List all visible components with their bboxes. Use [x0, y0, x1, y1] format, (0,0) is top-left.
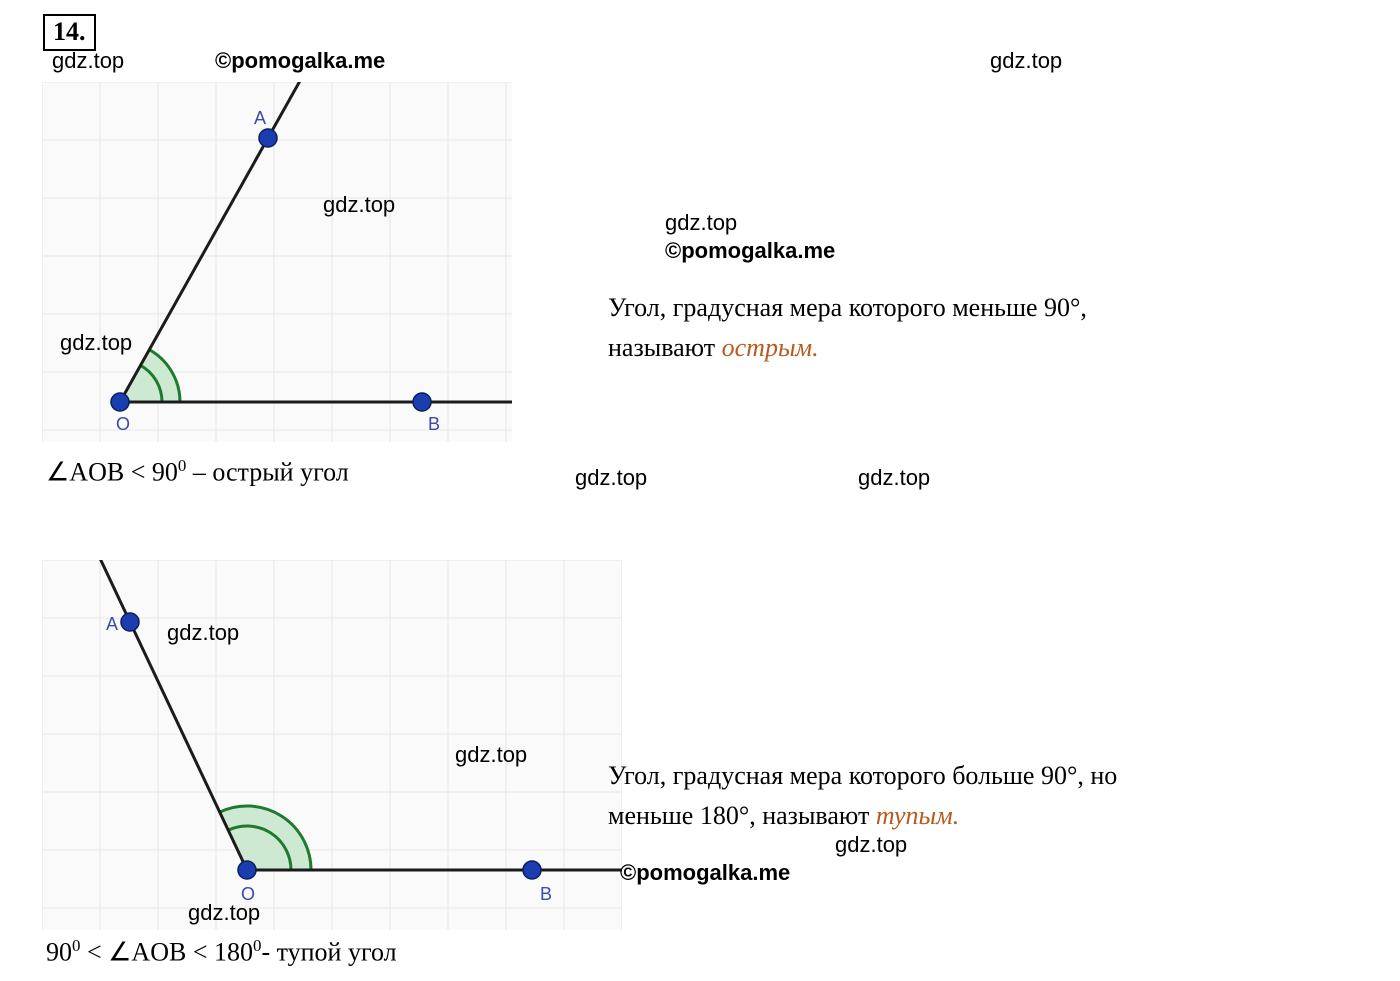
diagram-obtuse-svg: O A B [42, 560, 622, 930]
definition-acute: Угол, градусная мера которого меньше 90°… [608, 288, 1128, 369]
problem-number: 14 [53, 17, 79, 46]
caption-obtuse-prefix: 90 [46, 938, 72, 967]
watermark-gdz: gdz.top [52, 48, 124, 74]
caption-obtuse: 900 < ∠AOB < 1800- тупой угол [46, 936, 397, 968]
watermark-gdz: gdz.top [575, 465, 647, 491]
svg-text:A: A [254, 108, 266, 128]
caption-acute-prefix: ∠AOB < 90 [46, 458, 178, 487]
diagram-acute-angle: O A B [42, 82, 512, 442]
diagram-obtuse-angle: O A B [42, 560, 622, 930]
caption-acute-suffix: – острый угол [186, 458, 348, 487]
problem-number-box: 14. [43, 14, 96, 51]
svg-text:A: A [106, 614, 118, 634]
diagram-acute-svg: O A B [42, 82, 512, 442]
watermark-gdz: gdz.top [665, 210, 737, 236]
watermark-pomogalka: ©pomogalka.me [620, 860, 790, 886]
definition-acute-prefix: Угол, градусная мера которого меньше 90°… [608, 293, 1087, 362]
caption-obtuse-mid: < ∠AOB < 180 [80, 938, 253, 967]
svg-text:O: O [116, 414, 130, 434]
definition-obtuse-term: тупым. [876, 801, 959, 830]
caption-acute: ∠AOB < 900 – острый угол [46, 456, 349, 488]
svg-text:O: O [241, 884, 255, 904]
watermark-pomogalka: ©pomogalka.me [665, 238, 835, 264]
caption-obtuse-suffix: - тупой угол [261, 938, 396, 967]
svg-text:B: B [540, 884, 552, 904]
definition-obtuse-prefix: Угол, градусная мера которого больше 90°… [608, 761, 1117, 830]
watermark-gdz: gdz.top [858, 465, 930, 491]
svg-text:B: B [428, 414, 440, 434]
watermark-pomogalka: ©pomogalka.me [215, 48, 385, 74]
watermark-gdz: gdz.top [990, 48, 1062, 74]
definition-acute-term: острым. [722, 333, 819, 362]
definition-obtuse: Угол, градусная мера которого больше 90°… [608, 756, 1168, 837]
